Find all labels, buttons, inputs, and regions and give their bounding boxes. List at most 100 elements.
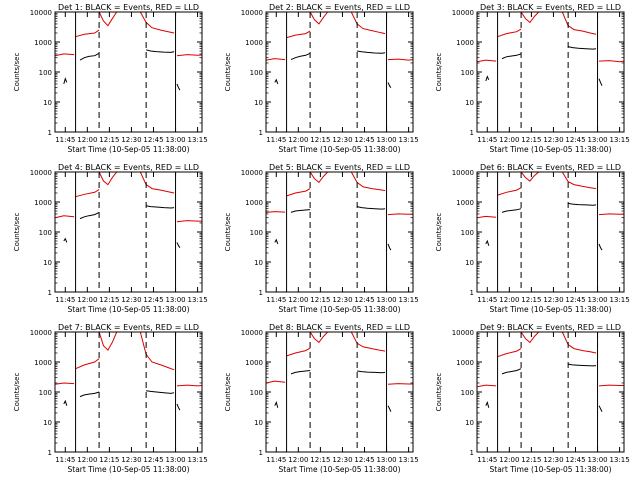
- y-tick-label: 1: [259, 449, 263, 457]
- plot-frame: [265, 331, 414, 453]
- events-line: [274, 238, 279, 245]
- x-tick-label: 12:45: [143, 136, 163, 144]
- y-tick-label: 10000: [30, 9, 52, 17]
- x-tick-label: 12:30: [543, 456, 563, 464]
- x-tick-label: 12:15: [521, 296, 541, 304]
- panel-title: Det 2: BLACK = Events, RED = LLD: [269, 3, 410, 12]
- x-tick-label: 12:30: [121, 296, 141, 304]
- x-tick-label: 13:00: [587, 136, 607, 144]
- lld-line: [265, 380, 286, 384]
- events-line: [146, 390, 175, 394]
- lld-line: [98, 171, 118, 186]
- x-tick-label: 12:15: [99, 456, 119, 464]
- y-tick-label: 100: [39, 389, 52, 397]
- x-tick-label: 12:45: [354, 296, 374, 304]
- panel-title: Det 9: BLACK = Events, RED = LLD: [480, 323, 621, 332]
- x-tick-label: 13:00: [165, 296, 185, 304]
- x-tick-label: 12:45: [565, 136, 585, 144]
- lld-line: [520, 331, 540, 344]
- y-tick-label: 1000: [34, 199, 52, 207]
- lld-line: [350, 171, 386, 192]
- y-tick-label: 10: [43, 99, 52, 107]
- y-tick-label: 1: [48, 289, 52, 297]
- y-tick-label: 10000: [452, 329, 474, 337]
- x-axis-label: Start Time (10-Sep-05 11:38:00): [279, 145, 401, 154]
- x-tick-label: 13:00: [165, 136, 185, 144]
- y-tick-label: 100: [461, 229, 474, 237]
- x-tick-label: 12:45: [565, 296, 585, 304]
- x-tick-label: 12:15: [99, 136, 119, 144]
- y-axis-label: Counts/sec: [435, 373, 443, 412]
- events-line: [290, 209, 311, 213]
- lld-line: [497, 348, 522, 358]
- lld-line: [520, 11, 540, 24]
- y-tick-label: 1000: [34, 39, 52, 47]
- x-tick-label: 11:45: [55, 296, 75, 304]
- x-tick-label: 12:00: [288, 136, 308, 144]
- lld-line: [286, 30, 311, 39]
- x-tick-label: 11:45: [477, 136, 497, 144]
- events-line: [146, 205, 175, 209]
- lld-line: [497, 28, 522, 38]
- x-tick-label: 13:00: [165, 456, 185, 464]
- events-line: [387, 82, 392, 88]
- lld-line: [598, 213, 624, 216]
- lld-line: [561, 171, 597, 190]
- plot-frame: [476, 171, 625, 293]
- y-tick-label: 10000: [30, 169, 52, 177]
- events-line: [63, 237, 68, 243]
- events-line: [567, 46, 597, 50]
- x-axis-label: Start Time (10-Sep-05 11:38:00): [490, 305, 612, 314]
- lld-line: [561, 331, 597, 354]
- events-line: [274, 400, 279, 408]
- panel-title: Det 1: BLACK = Events, RED = LLD: [58, 3, 199, 12]
- y-axis-label: Counts/sec: [435, 53, 443, 92]
- y-axis-label: Counts/sec: [13, 213, 21, 252]
- x-tick-label: 12:30: [332, 456, 352, 464]
- x-tick-label: 12:15: [521, 136, 541, 144]
- events-line: [63, 77, 68, 85]
- x-tick-label: 12:45: [143, 456, 163, 464]
- x-axis-label: Start Time (10-Sep-05 11:38:00): [68, 465, 190, 474]
- detector-panel: Det 1: BLACK = Events, RED = LLD Counts/s…: [13, 3, 208, 154]
- y-tick-label: 100: [250, 69, 263, 77]
- events-line: [357, 50, 386, 54]
- lld-line: [476, 384, 497, 388]
- y-tick-label: 10000: [452, 169, 474, 177]
- detector-panel: Det 2: BLACK = Events, RED = LLD Counts/s…: [224, 3, 419, 154]
- y-axis-label: Counts/sec: [224, 213, 232, 252]
- plot-frame: [265, 171, 414, 293]
- x-tick-label: 13:15: [398, 136, 418, 144]
- y-tick-label: 100: [39, 229, 52, 237]
- events-line: [598, 405, 603, 412]
- x-tick-label: 13:00: [587, 456, 607, 464]
- lld-line: [54, 53, 75, 57]
- y-tick-label: 10000: [241, 169, 263, 177]
- y-tick-label: 1: [470, 449, 474, 457]
- events-line: [79, 52, 100, 61]
- y-tick-label: 10000: [452, 9, 474, 17]
- detector-panel: Det 5: BLACK = Events, RED = LLD Counts/s…: [224, 163, 419, 314]
- y-tick-label: 1: [259, 129, 263, 137]
- lld-line: [350, 331, 386, 352]
- y-tick-label: 1: [48, 129, 52, 137]
- y-tick-label: 1: [48, 449, 52, 457]
- x-axis-label: Start Time (10-Sep-05 11:38:00): [279, 465, 401, 474]
- plot-frame: [54, 331, 203, 453]
- events-line: [274, 78, 279, 85]
- events-line: [79, 211, 100, 220]
- lld-line: [520, 171, 540, 182]
- y-tick-label: 100: [461, 69, 474, 77]
- x-tick-label: 11:45: [477, 296, 497, 304]
- y-tick-label: 10: [254, 99, 263, 107]
- lld-line: [75, 189, 100, 198]
- lld-line: [476, 215, 497, 219]
- events-line: [501, 208, 522, 213]
- detector-panel: Det 4: BLACK = Events, RED = LLD Counts/s…: [13, 163, 208, 314]
- y-tick-label: 100: [461, 389, 474, 397]
- lld-line: [309, 331, 329, 344]
- x-tick-label: 12:30: [121, 456, 141, 464]
- x-tick-label: 11:45: [266, 136, 286, 144]
